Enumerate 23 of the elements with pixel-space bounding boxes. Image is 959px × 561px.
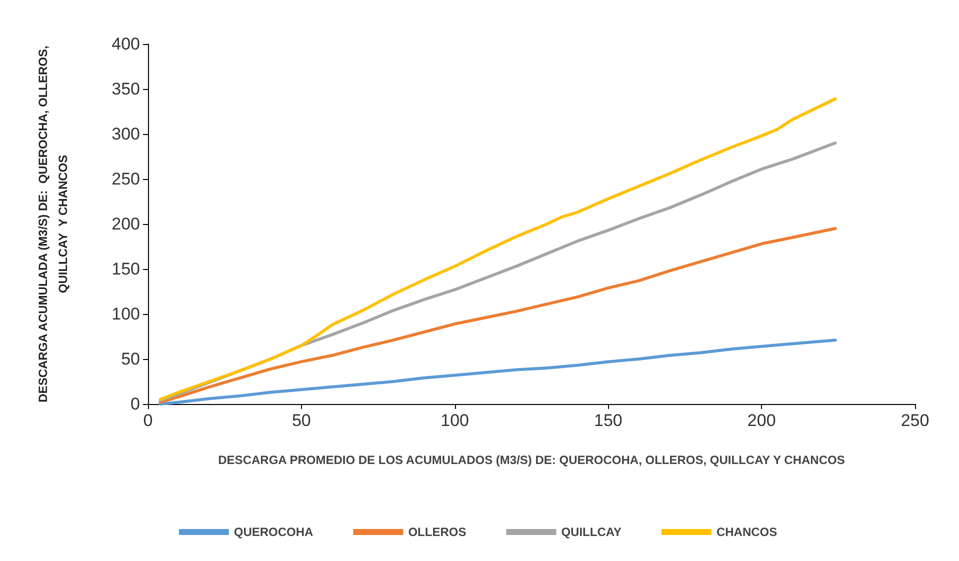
y-tick-label: 150 xyxy=(112,260,140,278)
y-tick-label: 400 xyxy=(112,34,140,54)
y-tick-label: 300 xyxy=(112,124,140,144)
y-tick-label: 50 xyxy=(121,350,140,368)
line-series xyxy=(158,338,837,406)
y-axis-title: DESCARGA ACUMULADA (M3/S) DE: QUEROCHA, OLLEROS, QUILLCAY Y CHANCOS xyxy=(36,46,70,402)
x-tick-label: 50 xyxy=(292,411,311,430)
x-axis-title: DESCARGA PROMEDIO DE LOS ACUMULADOS (M3/S) DE: QUEROCOHA, OLLEROS, QUILLCAY Y CHANCOS xyxy=(218,453,845,467)
line-series xyxy=(158,227,837,404)
legend-label: QUILLCAY xyxy=(561,525,622,539)
y-tick-label: 250 xyxy=(112,170,140,188)
x-tick-label: 150 xyxy=(594,411,622,430)
y-tick-label: 350 xyxy=(112,80,140,98)
x-tick-label: 100 xyxy=(440,411,469,430)
x-tick-label: 250 xyxy=(900,411,930,430)
x-tick-label: 0 xyxy=(143,411,153,430)
y-tick-label: 200 xyxy=(112,214,140,234)
legend-label: OLLEROS xyxy=(408,525,466,539)
legend-label: CHANCOS xyxy=(716,525,778,539)
legend-label: QUEROCOHA xyxy=(234,525,314,539)
y-tick-label: 100 xyxy=(112,304,140,324)
y-tick-label: 0 xyxy=(130,394,140,414)
x-tick-label: 200 xyxy=(747,411,776,430)
